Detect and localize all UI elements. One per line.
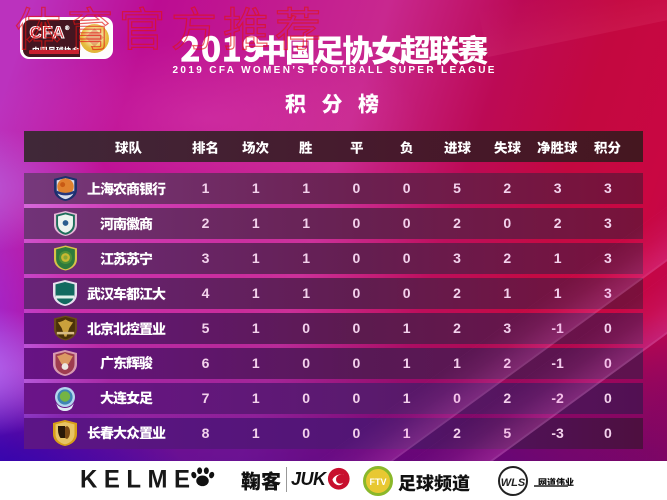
svg-text:WLS: WLS bbox=[501, 477, 526, 489]
svg-text:FTV: FTV bbox=[370, 477, 387, 487]
